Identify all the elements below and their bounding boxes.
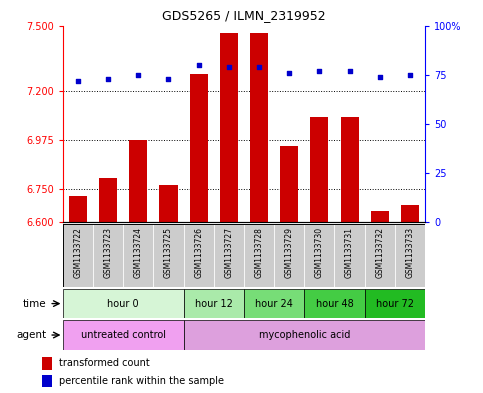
Bar [371, 211, 389, 222]
Text: GSM1133733: GSM1133733 [405, 227, 414, 278]
Bar [63, 320, 184, 350]
Text: GSM1133724: GSM1133724 [134, 227, 143, 278]
Bar [220, 33, 238, 222]
Bar [63, 289, 184, 318]
Bar [184, 289, 244, 318]
Point [346, 68, 354, 74]
Text: GSM1133725: GSM1133725 [164, 227, 173, 278]
Bar [280, 146, 298, 222]
Point [315, 68, 323, 74]
Bar [250, 33, 268, 222]
Point [165, 75, 172, 82]
Point [255, 64, 263, 70]
Bar [311, 117, 328, 222]
Bar [154, 224, 184, 287]
Point [134, 72, 142, 78]
Point [74, 77, 82, 84]
Text: time: time [23, 299, 46, 309]
Text: hour 12: hour 12 [195, 299, 233, 309]
Bar [334, 224, 365, 287]
Text: GSM1133723: GSM1133723 [103, 227, 113, 278]
Bar [123, 224, 154, 287]
Bar [42, 357, 53, 369]
Bar [93, 224, 123, 287]
Text: agent: agent [16, 330, 46, 340]
Point [406, 72, 414, 78]
Bar [189, 73, 208, 222]
Point [376, 73, 384, 80]
Text: hour 72: hour 72 [376, 299, 414, 309]
Text: GSM1133727: GSM1133727 [224, 227, 233, 278]
Bar [401, 205, 419, 222]
Text: percentile rank within the sample: percentile rank within the sample [59, 376, 224, 386]
Point [104, 75, 112, 82]
Bar [365, 289, 425, 318]
Bar [184, 320, 425, 350]
Bar [42, 375, 53, 387]
Bar [69, 196, 87, 222]
Text: GSM1133732: GSM1133732 [375, 227, 384, 278]
Text: hour 24: hour 24 [255, 299, 293, 309]
Bar [159, 185, 178, 222]
Text: hour 0: hour 0 [107, 299, 139, 309]
Bar [99, 178, 117, 222]
Text: hour 48: hour 48 [315, 299, 354, 309]
Text: untreated control: untreated control [81, 330, 166, 340]
Text: GSM1133730: GSM1133730 [315, 227, 324, 278]
Bar [274, 224, 304, 287]
Bar [395, 224, 425, 287]
Text: GSM1133729: GSM1133729 [284, 227, 294, 278]
Bar [244, 224, 274, 287]
Text: GSM1133728: GSM1133728 [255, 227, 264, 278]
Bar [365, 224, 395, 287]
Point [225, 64, 233, 70]
Bar [304, 224, 334, 287]
Bar [213, 224, 244, 287]
Bar [304, 289, 365, 318]
Title: GDS5265 / ILMN_2319952: GDS5265 / ILMN_2319952 [162, 9, 326, 22]
Text: GSM1133726: GSM1133726 [194, 227, 203, 278]
Bar [184, 224, 213, 287]
Point [285, 70, 293, 76]
Text: GSM1133722: GSM1133722 [73, 227, 83, 278]
Bar [63, 224, 93, 287]
Point [195, 62, 202, 68]
Text: GSM1133731: GSM1133731 [345, 227, 354, 278]
Bar [341, 117, 358, 222]
Text: mycophenolic acid: mycophenolic acid [258, 330, 350, 340]
Bar [129, 140, 147, 222]
Bar [244, 289, 304, 318]
Text: transformed count: transformed count [59, 358, 150, 368]
